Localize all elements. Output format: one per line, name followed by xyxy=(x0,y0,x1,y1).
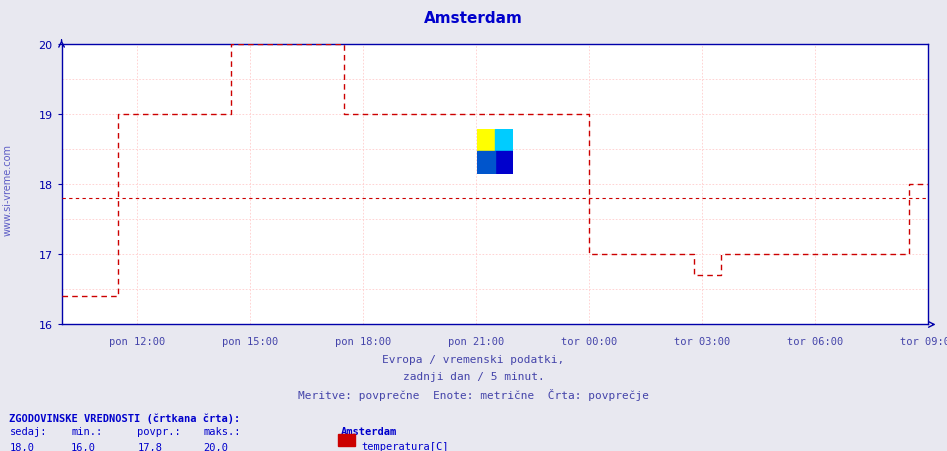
Polygon shape xyxy=(494,129,513,152)
Text: min.:: min.: xyxy=(71,426,102,436)
Text: ZGODOVINSKE VREDNOSTI (črtkana črta):: ZGODOVINSKE VREDNOSTI (črtkana črta): xyxy=(9,413,241,423)
Text: Evropa / vremenski podatki,: Evropa / vremenski podatki, xyxy=(383,354,564,364)
Polygon shape xyxy=(494,152,513,175)
Text: maks.:: maks.: xyxy=(204,426,241,436)
Polygon shape xyxy=(476,152,494,175)
Text: temperatura[C]: temperatura[C] xyxy=(362,441,449,451)
Text: zadnji dan / 5 minut.: zadnji dan / 5 minut. xyxy=(402,371,545,381)
Text: tor 09:00: tor 09:00 xyxy=(900,336,947,346)
Text: Amsterdam: Amsterdam xyxy=(424,11,523,26)
Text: pon 21:00: pon 21:00 xyxy=(448,336,504,346)
Text: www.si-vreme.com: www.si-vreme.com xyxy=(3,143,12,235)
Text: tor 06:00: tor 06:00 xyxy=(787,336,843,346)
Text: pon 15:00: pon 15:00 xyxy=(222,336,278,346)
Polygon shape xyxy=(476,129,494,152)
Text: Amsterdam: Amsterdam xyxy=(341,426,397,436)
Text: 18,0: 18,0 xyxy=(9,442,34,451)
Text: 17,8: 17,8 xyxy=(137,442,162,451)
Text: povpr.:: povpr.: xyxy=(137,426,181,436)
Text: pon 12:00: pon 12:00 xyxy=(109,336,165,346)
Text: sedaj:: sedaj: xyxy=(9,426,47,436)
Text: tor 03:00: tor 03:00 xyxy=(674,336,730,346)
Text: pon 18:00: pon 18:00 xyxy=(335,336,391,346)
Text: 16,0: 16,0 xyxy=(71,442,96,451)
Text: tor 00:00: tor 00:00 xyxy=(561,336,617,346)
Text: Meritve: povprečne  Enote: metrične  Črta: povprečje: Meritve: povprečne Enote: metrične Črta:… xyxy=(298,388,649,400)
Text: 20,0: 20,0 xyxy=(204,442,228,451)
